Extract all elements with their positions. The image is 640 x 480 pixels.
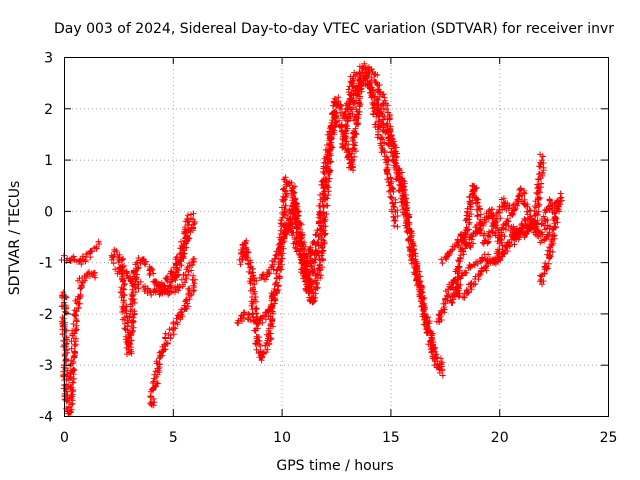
y-tick-label: -1 [39, 256, 53, 272]
series-13-markers [438, 185, 542, 267]
x-tick-label: 20 [491, 430, 509, 446]
x-tick-label: 0 [60, 430, 69, 446]
x-tick-label: 25 [600, 430, 618, 446]
y-tick-label: 3 [44, 51, 53, 67]
x-tick-label: 10 [273, 430, 291, 446]
y-tick-label: -4 [39, 410, 53, 426]
series-3-markers [112, 218, 198, 298]
y-tick-label: -2 [39, 307, 53, 323]
y-tick-label: -3 [39, 358, 53, 374]
axis-ticks: 0 5 10 15 20 25 -4 -3 -2 -1 0 1 2 3 [39, 51, 617, 447]
series-11-markers [352, 72, 446, 370]
y-tick-label: 2 [44, 102, 53, 118]
chart-title: Day 003 of 2024, Sidereal Day-to-day VTE… [54, 21, 614, 37]
x-axis-label: GPS time / hours [276, 458, 393, 474]
x-tick-label: 5 [169, 430, 178, 446]
y-axis-label: SDTVAR / TECUs [7, 181, 23, 296]
series-0-markers [58, 238, 103, 268]
y-tick-label: 1 [44, 153, 53, 169]
x-tick-label: 15 [382, 430, 400, 446]
data-points [58, 60, 565, 417]
series-15-markers [447, 217, 541, 306]
series-17-markers [538, 196, 564, 233]
series-4-markers [147, 272, 198, 409]
y-tick-label: 0 [44, 204, 53, 220]
plot-frame [64, 57, 609, 417]
series-5-markers [153, 255, 198, 298]
